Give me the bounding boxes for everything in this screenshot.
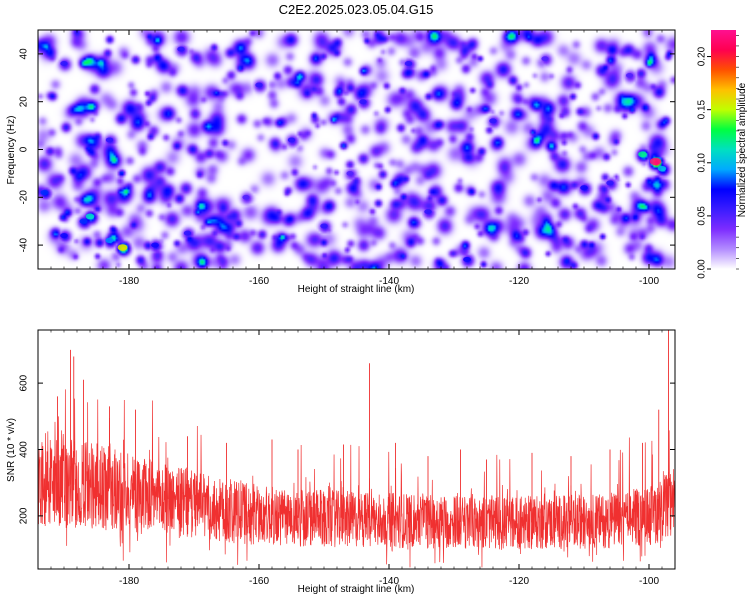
spectrogram-hotspot bbox=[40, 189, 49, 196]
colorbar-tick-label: 0.20 bbox=[697, 46, 708, 66]
snr-peaks bbox=[57, 330, 669, 523]
spectrogram-hotspot bbox=[638, 151, 647, 158]
y-tick-label: 40 bbox=[19, 48, 30, 60]
spectrogram-hotspot bbox=[580, 185, 588, 191]
figure-title: C2E2.2025.023.05.04.G15 bbox=[279, 2, 434, 17]
spectrogram-hotspot bbox=[151, 242, 159, 248]
colorbar-ticks: 0.00 0.05 0.10 0.15 0.20 bbox=[697, 35, 739, 279]
x-tick-label: -120 bbox=[509, 276, 529, 287]
spectrogram-hotspot bbox=[105, 237, 114, 244]
spectrogram-y-axis-label: Frequency (Hz) bbox=[6, 116, 17, 185]
colorbar-tick-label: 0.15 bbox=[697, 99, 708, 119]
spectrogram-ticks: -180 -160 -140 -120 -100 -40 -20 0 20 40 bbox=[19, 30, 676, 287]
spectrogram-hotspot bbox=[359, 99, 367, 105]
spectrogram-hotspot bbox=[404, 60, 413, 66]
x-tick-label: -180 bbox=[119, 276, 139, 287]
spectrogram-hotspot bbox=[657, 165, 667, 172]
x-tick-label: -140 bbox=[379, 576, 399, 587]
y-tick-label: 200 bbox=[19, 507, 30, 524]
y-tick-label: -40 bbox=[19, 237, 30, 252]
y-tick-label: 0 bbox=[19, 146, 30, 152]
spectrogram-hotspot bbox=[424, 209, 432, 215]
snr-ticks: -180 -160 -140 -120 -100 200 400 600 bbox=[19, 330, 676, 587]
spectrogram-hotspot bbox=[320, 223, 328, 229]
spectrogram-hotspot bbox=[183, 230, 192, 236]
x-tick-label: -100 bbox=[639, 276, 659, 287]
x-tick-label: -120 bbox=[509, 576, 529, 587]
x-tick-label: -100 bbox=[639, 576, 659, 587]
spectrogram-hotspot bbox=[60, 232, 68, 239]
spectrogram-hotspot bbox=[649, 157, 662, 166]
y-tick-label: -20 bbox=[19, 190, 30, 205]
snr-panel: -180 -160 -140 -120 -100 200 400 600 Height of … bbox=[6, 329, 676, 595]
snr-series-line bbox=[38, 389, 675, 568]
colorbar: 0.00 0.05 0.10 0.15 0.20 Normalized spectral… bbox=[697, 30, 748, 279]
spectrogram-hotspot bbox=[79, 218, 88, 224]
colorbar-gradient bbox=[711, 30, 736, 269]
snr-y-axis-label: SNR (10 * v/v) bbox=[6, 418, 17, 482]
colorbar-tick-label: 0.00 bbox=[697, 259, 708, 279]
spectrogram-hotspot bbox=[60, 60, 68, 66]
colorbar-tick-label: 0.05 bbox=[697, 206, 708, 226]
spectrogram-hotspot bbox=[541, 56, 549, 62]
spectrogram-hotspot bbox=[85, 213, 95, 220]
x-tick-label: -140 bbox=[379, 276, 399, 287]
spectrogram-hotspot bbox=[177, 46, 185, 52]
spectrogram-hotspot bbox=[606, 180, 614, 186]
colorbar-label: Normalized spectral amplitude bbox=[737, 82, 748, 217]
spectrogram-x-axis-label: Height of straight line (km) bbox=[298, 284, 415, 295]
y-tick-label: 400 bbox=[19, 441, 30, 458]
spectrogram-hotspot bbox=[625, 73, 634, 78]
spectrogram-heatmap bbox=[38, 30, 675, 269]
x-tick-label: -180 bbox=[119, 576, 139, 587]
spectrogram-hotspot bbox=[242, 194, 250, 200]
snr-x-axis-label: Height of straight line (km) bbox=[298, 584, 415, 595]
y-tick-label: 600 bbox=[19, 374, 30, 391]
y-tick-label: 20 bbox=[19, 96, 30, 108]
spectrogram-hotspot bbox=[105, 137, 114, 143]
spectrogram-hotspot bbox=[117, 244, 128, 251]
spectrogram-hotspots bbox=[40, 46, 667, 262]
spectrogram-hotspot bbox=[255, 82, 263, 88]
x-tick-label: -160 bbox=[249, 276, 269, 287]
spectrogram-hotspot bbox=[346, 171, 354, 176]
spectrogram-hotspot bbox=[489, 118, 497, 124]
spectrogram-panel: -180 -160 -140 -120 -100 -40 -20 0 20 40 Height o… bbox=[6, 29, 676, 295]
x-tick-label: -160 bbox=[249, 576, 269, 587]
colorbar-tick-label: 0.10 bbox=[697, 153, 708, 173]
spectrogram-hotspot bbox=[463, 256, 471, 262]
spectrogram-hotspot bbox=[287, 137, 296, 143]
